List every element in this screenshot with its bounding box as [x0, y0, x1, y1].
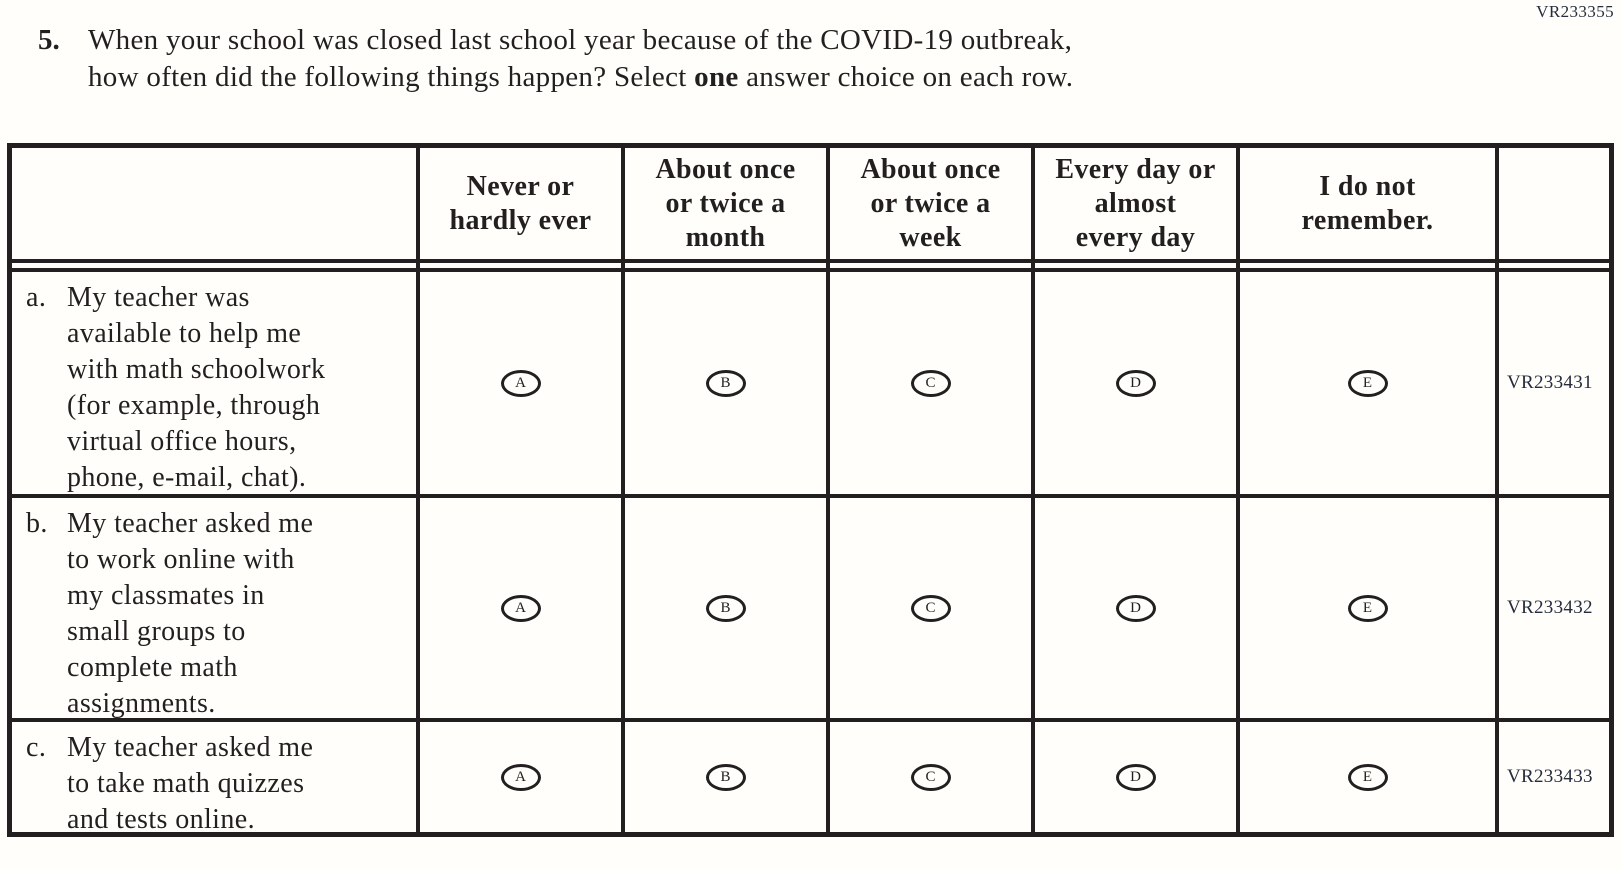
- answer-bubble-c-b[interactable]: B: [705, 763, 746, 791]
- question-line-1: When your school was closed last school …: [88, 24, 1073, 56]
- question-line-2-post: answer choice on each row.: [738, 61, 1074, 93]
- option-cell: C: [830, 272, 1035, 498]
- option-cell: C: [830, 498, 1035, 722]
- row-text: My teacher was available to help me with…: [67, 282, 326, 493]
- column-header-never-hardly-ever: Never or hardly ever: [420, 148, 625, 263]
- option-cell: D: [1035, 272, 1240, 498]
- form-code: VR233355: [1536, 2, 1614, 21]
- row-stem-a: a. My teacher was available to help me wi…: [12, 272, 420, 498]
- row-text: My teacher asked me to take math quizzes…: [67, 732, 314, 835]
- answer-bubble-c-a[interactable]: A: [500, 763, 541, 791]
- question-line-2-pre: how often did the following things happe…: [88, 61, 695, 93]
- option-cell: E: [1240, 272, 1499, 498]
- option-cell: B: [625, 272, 830, 498]
- row-letter: b.: [26, 508, 48, 539]
- option-cell: E: [1240, 722, 1499, 832]
- header-divider-band: [625, 263, 830, 272]
- row-stem-b: b. My teacher asked me to work online wit…: [12, 498, 420, 722]
- answer-bubble-c-c[interactable]: C: [910, 763, 951, 791]
- option-cell: B: [625, 498, 830, 722]
- option-cell: B: [625, 722, 830, 832]
- row-text: My teacher asked me to work online with …: [67, 508, 314, 719]
- header-divider-band: [420, 263, 625, 272]
- question-line-2: how often did the following things happe…: [88, 59, 1073, 96]
- stem-header-cell: [12, 148, 420, 263]
- option-cell: D: [1035, 722, 1240, 832]
- answer-bubble-b-d[interactable]: D: [1115, 594, 1156, 622]
- answer-bubble-c-e[interactable]: E: [1347, 763, 1388, 791]
- answer-bubble-b-c[interactable]: C: [910, 594, 951, 622]
- column-header-once-twice-week: About once or twice a week: [830, 148, 1035, 263]
- answer-bubble-a-b[interactable]: B: [705, 369, 746, 397]
- row-letter: a.: [26, 282, 47, 313]
- answer-bubble-a-a[interactable]: A: [500, 369, 541, 397]
- option-cell: A: [420, 498, 625, 722]
- answer-bubble-a-c[interactable]: C: [910, 369, 951, 397]
- answer-bubble-a-d[interactable]: D: [1115, 369, 1156, 397]
- question-emphasis: one: [694, 61, 739, 93]
- option-cell: E: [1240, 498, 1499, 722]
- question-text: When your school was closed last school …: [88, 22, 1073, 96]
- code-header-cell: [1499, 148, 1609, 263]
- header-divider-band: [830, 263, 1035, 272]
- row-code: VR233433: [1507, 766, 1593, 787]
- row-stem-c: c. My teacher asked me to take math quizz…: [12, 722, 420, 835]
- header-divider-band: [1035, 263, 1240, 272]
- answer-bubble-b-b[interactable]: B: [705, 594, 746, 622]
- column-header-every-day: Every day or almost every day: [1035, 148, 1240, 263]
- question-5: 5. When your school was closed last scho…: [38, 22, 1073, 96]
- answer-bubble-b-a[interactable]: A: [500, 594, 541, 622]
- column-header-do-not-remember: I do not remember.: [1240, 148, 1499, 263]
- answer-bubble-c-d[interactable]: D: [1115, 763, 1156, 791]
- header-divider-band: [1240, 263, 1499, 272]
- option-cell: C: [830, 722, 1035, 832]
- answer-bubble-a-e[interactable]: E: [1347, 369, 1388, 397]
- option-cell: A: [420, 722, 625, 832]
- option-cell: A: [420, 272, 625, 498]
- row-letter: c.: [26, 732, 47, 763]
- response-table: Never or hardly ever About once or twice …: [7, 143, 1614, 837]
- header-divider-band: [12, 263, 420, 272]
- header-divider-band: [1499, 263, 1609, 272]
- answer-bubble-b-e[interactable]: E: [1347, 594, 1388, 622]
- option-cell: D: [1035, 498, 1240, 722]
- row-code: VR233432: [1499, 498, 1609, 722]
- row-code: VR233431: [1499, 272, 1609, 498]
- column-header-once-twice-month: About once or twice a month: [625, 148, 830, 263]
- question-number: 5.: [38, 24, 60, 56]
